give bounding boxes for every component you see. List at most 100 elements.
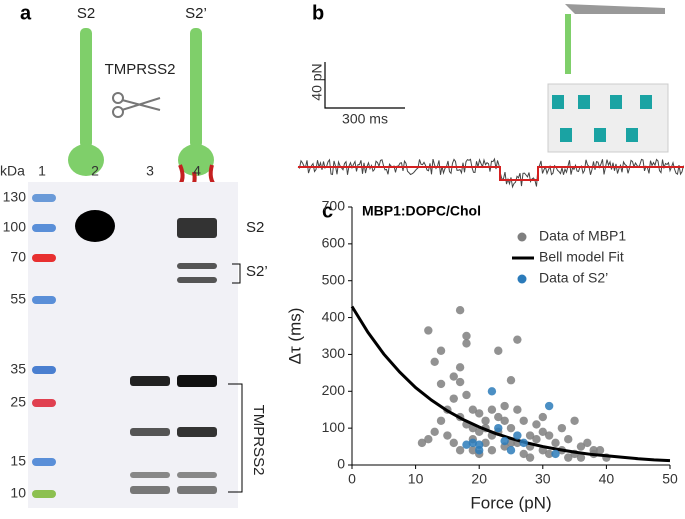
scale-time: 300 ms (342, 111, 388, 127)
point (519, 416, 528, 425)
point (487, 405, 497, 414)
legend-label: Bell model Fit (539, 249, 624, 265)
point (424, 435, 433, 444)
band-label: S2 (246, 219, 264, 236)
point (481, 416, 490, 425)
band-label: S2’ (246, 263, 268, 280)
marker-band (32, 224, 56, 232)
x-tick-label: 40 (599, 471, 615, 487)
point (430, 427, 439, 437)
x-tick-label: 50 (662, 471, 678, 487)
point (494, 423, 503, 433)
y-tick-label: 300 (322, 345, 346, 361)
chart-title: MBP1:DOPC/Chol (362, 203, 481, 219)
point (538, 427, 547, 437)
marker-label: 130 (3, 189, 27, 205)
point (455, 306, 465, 315)
band (130, 472, 170, 478)
point (449, 394, 458, 403)
point (455, 446, 465, 455)
band (177, 375, 217, 387)
point (487, 446, 497, 455)
band (75, 210, 115, 242)
point (468, 446, 478, 455)
point (544, 431, 554, 440)
legend-swatch (517, 232, 527, 242)
y-tick-label: 100 (322, 419, 346, 435)
point (576, 442, 586, 451)
point (475, 409, 484, 418)
point (436, 379, 446, 389)
panel-label: b (312, 2, 324, 24)
point (475, 446, 484, 455)
point (436, 346, 446, 355)
point (468, 405, 478, 414)
point (462, 390, 471, 400)
point (532, 420, 541, 429)
point (564, 435, 573, 444)
point (506, 438, 516, 448)
band-label: TMPRSS2 (250, 405, 267, 476)
marker-label: 55 (10, 291, 26, 307)
trace-fit (298, 166, 684, 181)
bracket (228, 263, 243, 493)
point (544, 401, 554, 411)
marker-band (32, 296, 56, 304)
x-tick-label: 20 (471, 471, 487, 487)
point (589, 446, 598, 455)
band (177, 218, 217, 238)
point (462, 440, 471, 449)
legend-label: Data of MBP1 (539, 228, 626, 244)
enzyme-label: TMPRSS2 (105, 61, 176, 78)
point (424, 326, 433, 335)
y-axis-label: Δτ (ms) (285, 308, 304, 365)
point (506, 423, 516, 433)
marker-band (32, 366, 56, 374)
point (519, 449, 528, 459)
lane-label: 1 (38, 163, 46, 179)
y-tick-label: 600 (322, 235, 346, 251)
marker-band (32, 490, 56, 498)
x-tick-label: 10 (408, 471, 424, 487)
point (519, 438, 528, 448)
point (544, 449, 554, 459)
band (177, 427, 217, 437)
scale-bar (324, 62, 405, 109)
marker-label: 10 (10, 485, 26, 501)
point (449, 372, 458, 381)
force-trace (297, 157, 684, 189)
gel-bands (32, 194, 217, 498)
marker-band (32, 399, 56, 407)
point (532, 435, 541, 444)
point (430, 357, 439, 366)
panel-label: c (322, 200, 333, 222)
point (551, 438, 560, 448)
point (487, 387, 497, 396)
point (595, 446, 605, 455)
marker-band (32, 254, 56, 262)
point (449, 438, 458, 448)
band (177, 263, 217, 269)
point (494, 412, 503, 422)
point (570, 416, 579, 425)
marker-band (32, 458, 56, 466)
protein-label: S2 (77, 5, 95, 22)
point (455, 363, 465, 372)
y-tick-label: 500 (322, 271, 346, 287)
x-tick-label: 0 (348, 471, 356, 487)
legend-label: Data of S2’ (539, 270, 608, 286)
marker-label: 15 (10, 453, 26, 469)
point (417, 438, 427, 448)
panel-label: a (20, 2, 32, 24)
band (177, 472, 217, 478)
point (513, 335, 522, 344)
x-axis-label: Force (pN) (470, 493, 551, 512)
x-tick-label: 30 (535, 471, 551, 487)
point (481, 438, 490, 448)
point (494, 346, 503, 355)
point (443, 431, 452, 440)
marker-label: 35 (10, 361, 26, 377)
scissors (112, 92, 161, 118)
trace-line (297, 157, 684, 189)
point (500, 401, 509, 411)
